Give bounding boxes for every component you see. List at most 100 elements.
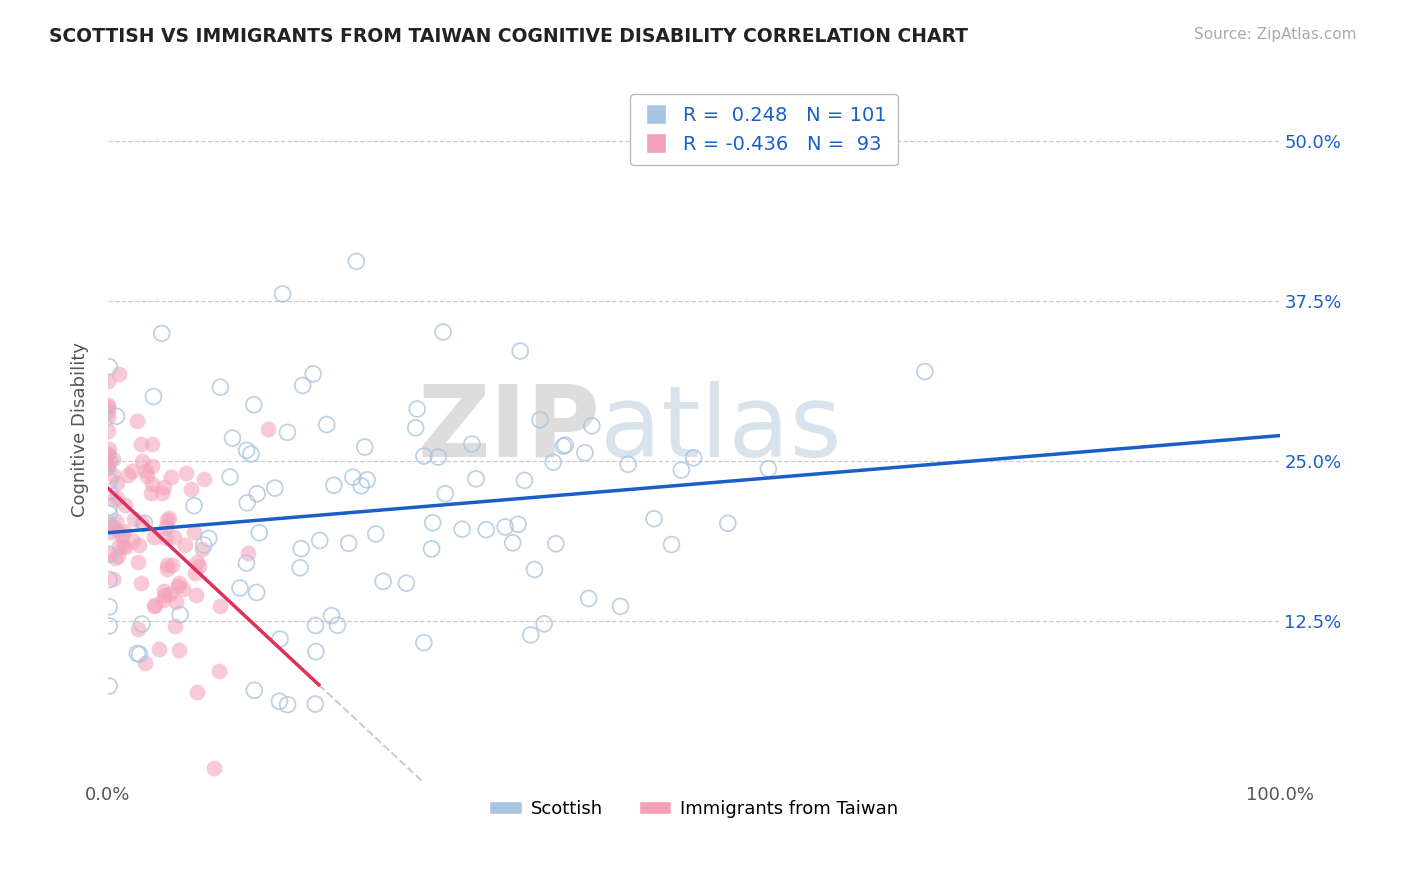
Point [193,472,215,486]
Point [103,551,125,566]
Text: ZIP: ZIP [418,381,600,478]
Point [155,531,177,545]
Point [134,516,156,531]
Point [105,514,128,528]
Text: Source: ZipAtlas.com: Source: ZipAtlas.com [1194,27,1357,42]
Point [127,623,149,637]
Point [97,424,120,438]
Point [103,491,125,506]
Point [98,359,121,374]
Point [191,541,214,556]
Point [574,446,596,460]
Point [135,464,157,478]
Point [152,480,174,494]
Point [97,410,120,425]
Point [717,516,740,531]
Point [111,529,134,543]
Point [578,591,600,606]
Point [304,697,326,711]
Point [122,533,145,548]
Point [256,422,278,436]
Point [202,761,225,775]
Point [105,409,128,424]
Point [139,486,162,500]
Point [117,468,139,483]
Point [494,520,516,534]
Point [304,618,326,632]
Point [533,616,555,631]
Point [236,496,259,510]
Legend: Scottish, Immigrants from Taiwan: Scottish, Immigrants from Taiwan [482,792,905,825]
Point [671,463,693,477]
Point [661,537,683,551]
Point [475,523,498,537]
Point [914,365,936,379]
Point [321,608,343,623]
Point [143,598,166,612]
Point [183,524,205,539]
Point [465,472,488,486]
Point [97,461,120,475]
Point [97,447,120,461]
Point [131,454,153,468]
Point [105,491,128,505]
Point [98,573,121,587]
Point [432,325,454,339]
Point [420,541,443,556]
Point [97,398,120,412]
Point [508,517,530,532]
Point [155,519,177,533]
Point [434,486,457,500]
Point [128,647,150,661]
Point [107,549,129,563]
Point [124,511,146,525]
Point [643,512,665,526]
Point [98,519,121,533]
Point [114,541,136,555]
Point [243,683,266,698]
Point [326,618,349,632]
Point [98,524,121,539]
Point [406,401,429,416]
Point [315,417,337,432]
Point [209,380,232,394]
Point [509,344,531,359]
Point [277,698,299,712]
Point [167,579,190,593]
Point [111,539,134,553]
Point [112,524,135,538]
Point [152,593,174,607]
Point [523,562,546,576]
Point [131,516,153,530]
Point [344,254,367,268]
Point [186,554,208,568]
Point [148,642,170,657]
Point [114,498,136,512]
Point [142,530,165,544]
Point [153,583,176,598]
Point [412,449,434,463]
Point [97,458,120,473]
Point [131,617,153,632]
Point [165,595,187,609]
Point [169,576,191,591]
Point [105,475,128,490]
Point [107,524,129,538]
Point [156,558,179,573]
Y-axis label: Cognitive Disability: Cognitive Disability [72,342,89,516]
Point [229,581,252,595]
Point [581,418,603,433]
Point [502,536,524,550]
Point [141,476,163,491]
Point [520,628,543,642]
Point [150,326,173,341]
Point [322,478,344,492]
Point [617,458,640,472]
Point [350,479,373,493]
Point [541,455,564,469]
Point [269,632,291,647]
Point [276,425,298,440]
Point [609,599,631,614]
Point [98,547,121,561]
Point [243,398,266,412]
